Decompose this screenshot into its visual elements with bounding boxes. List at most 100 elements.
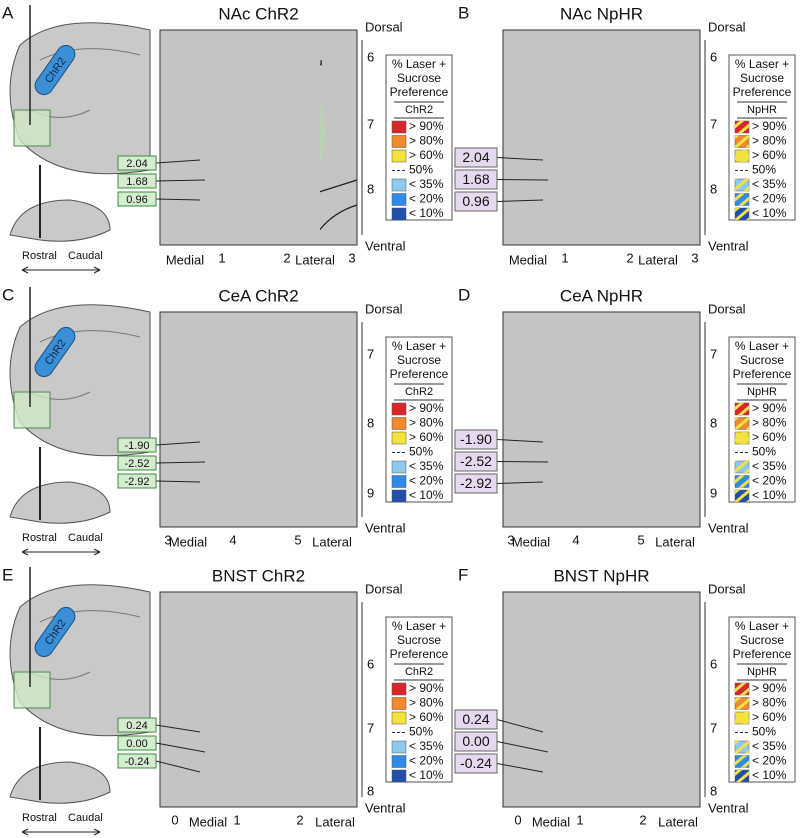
ap-label: 1.68 [462, 171, 489, 187]
panel-title: CeA ChR2 [218, 286, 298, 305]
ap-leader [155, 159, 201, 164]
panel-letter: B [458, 3, 469, 22]
y-tick-label: 8 [710, 783, 717, 798]
legend-item: > 80% [409, 134, 444, 148]
map-area [159, 591, 358, 808]
ap-box [117, 155, 157, 171]
device-body [34, 44, 76, 96]
x-tick-label: 4 [572, 532, 579, 547]
ap-label: 1.68 [126, 176, 147, 188]
legend-swatch [391, 178, 407, 192]
legend-title: Sucrose [740, 353, 784, 367]
direction-arrow [21, 828, 101, 836]
legend-swatch-hatch [735, 683, 749, 695]
ap-box [117, 473, 157, 489]
panel-letter: C [2, 285, 14, 304]
anatomy-outline [320, 204, 358, 231]
ap-leader [496, 763, 544, 773]
brain-coronal [9, 22, 151, 175]
panel-letter: F [458, 565, 468, 584]
legend-swatch-hatch [735, 461, 749, 473]
legend-item: < 35% [409, 459, 444, 473]
y-tick-label: 7 [710, 116, 717, 131]
brain-coronal [9, 584, 151, 737]
medial-label: Medial [169, 534, 207, 549]
x-tick-label: 5 [637, 532, 644, 547]
legend-swatch [391, 149, 407, 163]
brain-sagittal [9, 199, 111, 242]
y-tick-label: 9 [710, 485, 717, 500]
y-tick-label: 8 [710, 181, 717, 196]
ap-label: 0.24 [462, 711, 489, 727]
panel-title: BNST NpHR [553, 566, 649, 585]
legend-title: Preference [733, 367, 792, 381]
legend-item: > 80% [752, 134, 787, 148]
legend-item: < 35% [409, 177, 444, 191]
legend-item: 50% [752, 725, 776, 739]
ap-label: -2.52 [124, 458, 149, 470]
legend-swatch-hatch [735, 208, 749, 220]
x-tick-label: 5 [294, 532, 301, 547]
legend-item: > 80% [752, 416, 787, 430]
ap-leader [155, 480, 201, 483]
legend-swatch [391, 755, 407, 768]
rostral-label: Rostral [22, 532, 57, 544]
lateral-label: Lateral [295, 252, 335, 267]
legend-title: Preference [733, 647, 792, 661]
x-tick-label: 1 [576, 812, 583, 827]
ap-label: 0.00 [126, 738, 147, 750]
legend-title: Sucrose [740, 71, 784, 85]
lateral-label: Lateral [315, 814, 355, 829]
legend-item: < 20% [752, 474, 787, 488]
optic-device: ChR2 [34, 606, 76, 658]
device-body [34, 326, 76, 378]
map-area [159, 311, 358, 528]
legend-swatch-hatch [735, 490, 749, 502]
ap-box [117, 191, 157, 207]
ap-leader [155, 441, 201, 446]
legend-swatch-hatch [735, 417, 749, 430]
medial-label: Medial [509, 252, 547, 267]
ap-leader [496, 439, 544, 443]
x-tick-label: 1 [233, 812, 240, 827]
legend-group: ChR2 [405, 104, 433, 116]
legend-swatch [391, 460, 407, 474]
legend-title: Sucrose [397, 633, 441, 647]
legend-item: > 90% [409, 681, 444, 695]
panel-letter: E [2, 565, 13, 584]
legend-group: NpHR [747, 666, 777, 678]
panel-title: BNST ChR2 [212, 566, 305, 585]
ap-box [454, 753, 498, 774]
y-tick-label: 6 [710, 49, 717, 64]
ventral-label: Ventral [708, 238, 749, 253]
dorsal-label: Dorsal [708, 581, 746, 596]
map-area [502, 311, 701, 528]
x-tick-label: 1 [218, 250, 225, 265]
map-area [502, 591, 701, 808]
ap-label: -1.90 [460, 431, 492, 447]
y-tick-label: 9 [367, 485, 374, 500]
legend-item: > 60% [752, 710, 787, 724]
legend-swatch [391, 740, 407, 754]
legend-item: 50% [409, 725, 433, 739]
spread-region [320, 104, 325, 166]
legend-swatch [391, 475, 407, 488]
legend-item: < 35% [409, 739, 444, 753]
legend-item: < 20% [752, 192, 787, 206]
legend-item: < 35% [752, 459, 787, 473]
legend-swatch-hatch [735, 121, 749, 133]
legend-item: > 60% [752, 148, 787, 162]
legend-title: Preference [390, 647, 449, 661]
ap-box [454, 191, 498, 212]
legend-item: 50% [752, 163, 776, 177]
direction-arrow [21, 548, 101, 556]
legend-item: < 10% [752, 488, 787, 502]
caudal-label: Caudal [68, 250, 103, 262]
legend-item: < 20% [752, 754, 787, 768]
legend-group: NpHR [747, 104, 777, 116]
legend-item: < 10% [409, 768, 444, 782]
ap-label: 2.04 [126, 158, 147, 170]
ap-leader [496, 461, 549, 463]
legend-swatch [391, 207, 407, 221]
